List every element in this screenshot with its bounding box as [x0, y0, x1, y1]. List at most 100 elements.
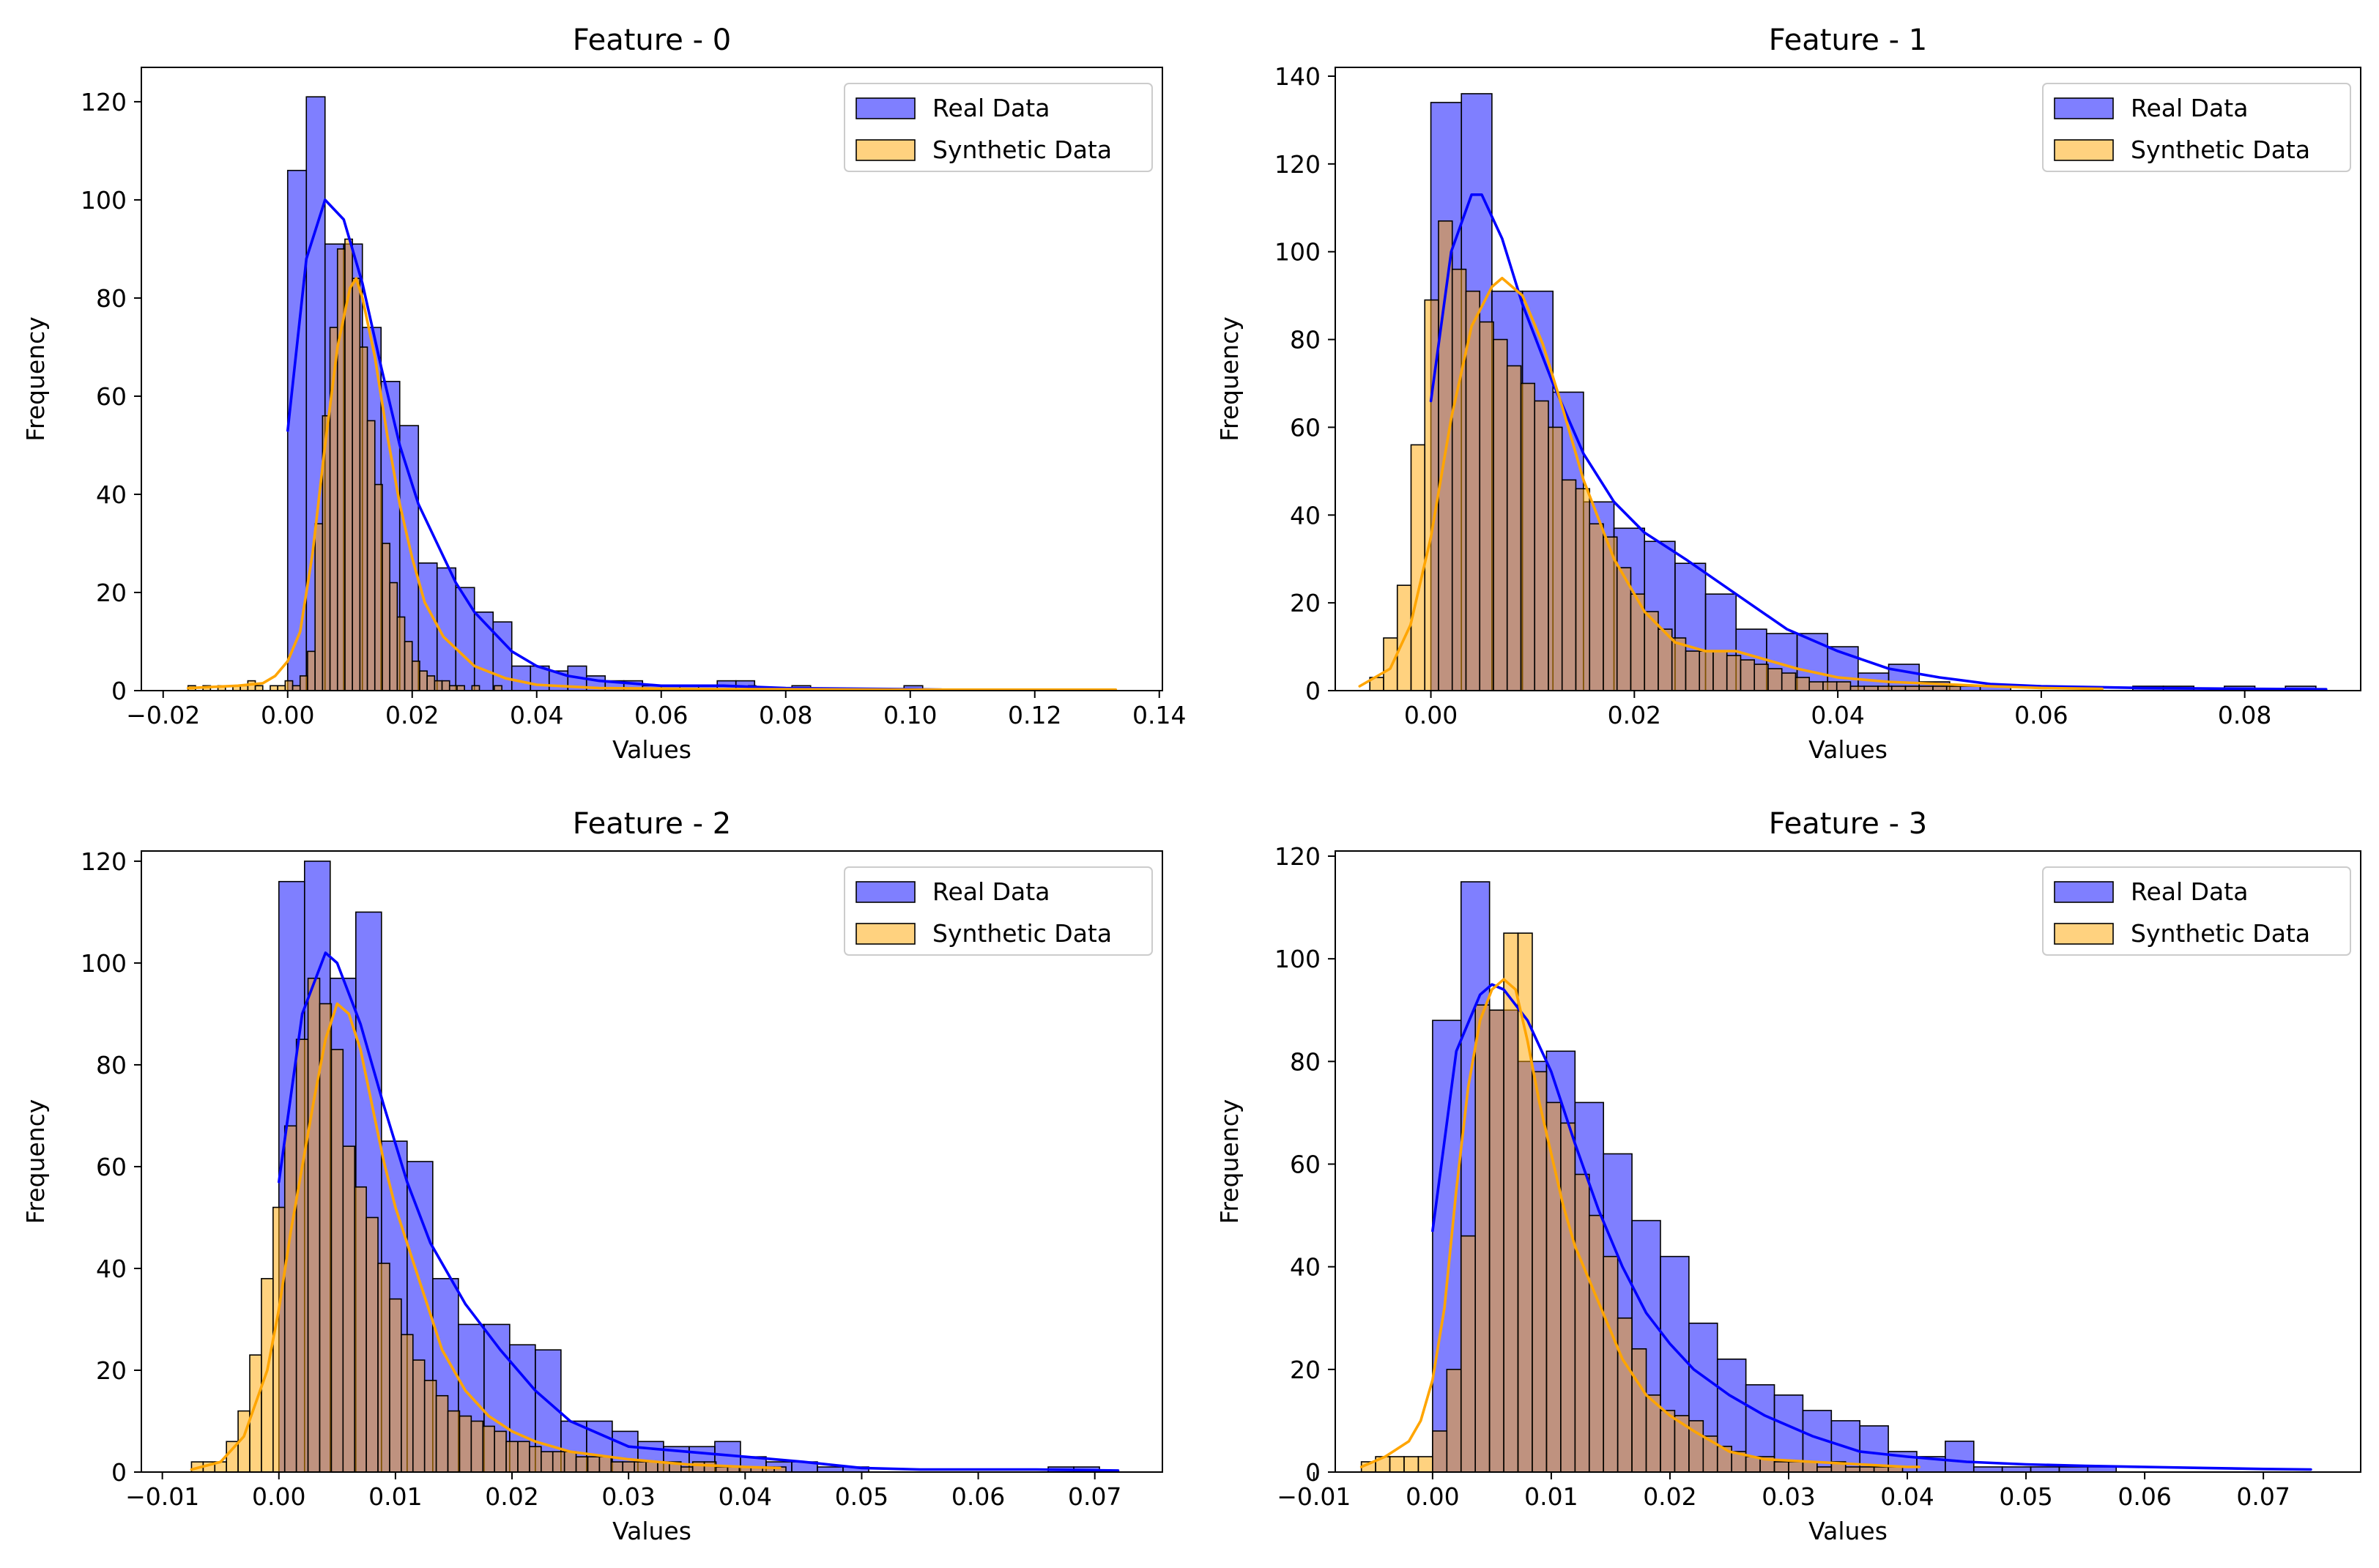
- x-axis-label: Values: [612, 735, 691, 764]
- legend-swatch: [2054, 139, 2114, 161]
- synthetic-bar: [434, 680, 443, 691]
- synthetic-bar: [1631, 1348, 1647, 1472]
- y-axis-label: Frequency: [1215, 1099, 1244, 1224]
- legend-swatch: [856, 923, 916, 945]
- legend-item-real: Real Data: [856, 94, 1050, 122]
- synthetic-bar: [1808, 681, 1824, 691]
- synthetic-bar: [1389, 1456, 1405, 1472]
- synthetic-bar: [374, 483, 383, 691]
- x-tick-label: 0.06: [951, 1482, 1005, 1511]
- synthetic-bar: [396, 616, 406, 691]
- y-tick-label: 140: [1274, 62, 1321, 91]
- synthetic-bar: [1460, 1235, 1477, 1472]
- synthetic-bar: [715, 1466, 729, 1472]
- synthetic-bar: [354, 1186, 367, 1472]
- x-tick-label: 0.04: [1880, 1482, 1934, 1511]
- x-tick-label: 0.06: [2014, 701, 2068, 729]
- legend-item-synthetic: Synthetic Data: [856, 135, 1112, 164]
- synthetic-kde-line: [187, 277, 1118, 691]
- y-tick-label: 0: [111, 1458, 127, 1487]
- legend-swatch: [2054, 923, 2114, 945]
- plot-area: [190, 861, 1120, 1472]
- synthetic-bar: [1488, 1009, 1504, 1472]
- synthetic-bar: [272, 1206, 286, 1472]
- synthetic-bar: [1474, 1004, 1491, 1472]
- legend-label: Synthetic Data: [2131, 135, 2310, 164]
- x-tick-label: 0.07: [2236, 1482, 2290, 1511]
- x-tick-label: 0.01: [1524, 1482, 1578, 1511]
- synthetic-bar: [517, 1441, 530, 1472]
- synthetic-bar: [284, 680, 294, 691]
- legend-item-real: Real Data: [2054, 877, 2248, 906]
- y-tick-label: 60: [96, 382, 127, 411]
- legend-item-synthetic: Synthetic Data: [856, 919, 1112, 948]
- synthetic-bar: [471, 685, 480, 691]
- synthetic-bar: [1603, 1255, 1619, 1472]
- synthetic-bar: [295, 1038, 309, 1472]
- x-axis-label: Values: [612, 1517, 691, 1545]
- synthetic-bar: [1545, 1101, 1562, 1472]
- synthetic-bar: [307, 650, 316, 691]
- y-tick-label: 20: [1290, 1356, 1321, 1384]
- x-tick-label: 0.00: [252, 1482, 305, 1511]
- synthetic-bar: [1788, 1461, 1804, 1472]
- synthetic-bar: [1795, 677, 1811, 691]
- x-tick-label: −0.02: [126, 701, 200, 729]
- synthetic-bar: [448, 685, 458, 691]
- real-kde-line: [1429, 193, 2328, 691]
- synthetic-bar: [1685, 650, 1701, 691]
- synthetic-bar: [1432, 1430, 1448, 1472]
- legend-swatch: [856, 881, 916, 903]
- y-axis-label: Frequency: [21, 316, 50, 441]
- synthetic-bar: [411, 660, 420, 691]
- synthetic-bar: [552, 1451, 565, 1472]
- plot-area: [1358, 93, 2328, 691]
- synthetic-bar: [352, 278, 361, 691]
- legend-swatch: [856, 97, 916, 119]
- synthetic-bar: [1802, 1461, 1818, 1472]
- legend-label: Real Data: [2131, 877, 2248, 906]
- x-tick-label: 0.04: [719, 1482, 772, 1511]
- synthetic-bar: [598, 1456, 612, 1472]
- legend-label: Synthetic Data: [932, 135, 1112, 164]
- subplot-1: 0.00 0.02 0.04 0.06 0.08 0 20 40 60 80 100 120 140 Fe…: [1215, 23, 2361, 764]
- synthetic-bar: [1417, 1456, 1433, 1472]
- synthetic-bar: [319, 1003, 333, 1472]
- legend-box: [844, 83, 1153, 172]
- real-bar: [2058, 1466, 2089, 1472]
- subplot-title: Feature - 1: [1769, 23, 1927, 57]
- synthetic-bar: [1532, 1071, 1548, 1472]
- synthetic-bar: [1773, 1461, 1789, 1472]
- synthetic-bar: [1451, 268, 1467, 691]
- synthetic-bar: [389, 582, 398, 691]
- synthetic-kde-line: [1359, 978, 1920, 1468]
- axes-frame: [1335, 850, 2361, 1473]
- x-tick-label: 0.04: [1811, 701, 1864, 729]
- synthetic-bar: [622, 1461, 635, 1472]
- x-tick-label: 0.07: [1068, 1482, 1121, 1511]
- subplot-title: Feature - 0: [573, 23, 731, 57]
- y-tick-label: 40: [96, 480, 127, 509]
- x-tick-label: 0.00: [261, 701, 314, 729]
- synthetic-bar: [587, 1456, 601, 1472]
- subplot-title: Feature - 2: [573, 807, 731, 841]
- synthetic-bar: [1712, 650, 1728, 691]
- real-bar: [473, 611, 494, 691]
- subplot-title: Feature - 3: [1769, 807, 1927, 841]
- real-bar: [817, 1466, 844, 1472]
- axes-frame: [141, 850, 1163, 1473]
- synthetic-bar: [359, 346, 368, 691]
- synthetic-bar: [1753, 664, 1769, 691]
- y-tick-label: 100: [1274, 238, 1321, 267]
- synthetic-bar: [366, 420, 376, 691]
- y-tick-label: 20: [96, 1356, 127, 1385]
- real-bar: [2087, 1466, 2118, 1472]
- y-tick-label: 0: [111, 677, 127, 705]
- synthetic-bar: [645, 1461, 658, 1472]
- legend-swatch: [856, 139, 916, 161]
- synthetic-bar: [1816, 1466, 1833, 1472]
- subplot-0: −0.02 0.00 0.02 0.04 0.06 0.08 0.10 0.12 0.14 0 20…: [21, 23, 1186, 764]
- x-axis-label: Values: [1808, 735, 1888, 764]
- y-tick-label: 80: [96, 284, 127, 313]
- x-tick-label: 0.08: [759, 701, 812, 729]
